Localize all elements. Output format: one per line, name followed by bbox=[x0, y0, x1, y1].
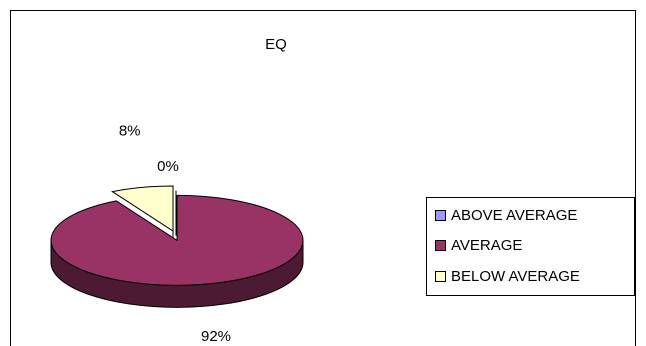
chart-title: EQ bbox=[265, 36, 287, 53]
pie-layer bbox=[50, 185, 304, 308]
legend-swatch-above-average bbox=[435, 209, 446, 221]
chart-frame bbox=[10, 10, 636, 346]
legend-item-average: AVERAGE bbox=[435, 234, 522, 256]
data-labels: 0% 92% 8% bbox=[119, 122, 231, 345]
legend-swatch-average bbox=[435, 239, 446, 251]
legend-item-above-average: ABOVE AVERAGE bbox=[435, 204, 577, 226]
chart-legend: ABOVE AVERAGE AVERAGE BELOW AVERAGE bbox=[426, 197, 635, 296]
legend-swatch-below-average bbox=[435, 270, 446, 282]
data-label-average: 92% bbox=[201, 328, 231, 345]
pie-slice-below-average bbox=[111, 185, 174, 232]
pie-slice-average bbox=[50, 194, 304, 286]
data-label-above-average: 0% bbox=[157, 158, 179, 175]
data-label-below-average: 8% bbox=[119, 122, 141, 139]
legend-label-average: AVERAGE bbox=[451, 236, 523, 254]
legend-label-below-average: BELOW AVERAGE bbox=[451, 267, 580, 285]
legend-label-above-average: ABOVE AVERAGE bbox=[451, 206, 578, 224]
legend-item-below-average: BELOW AVERAGE bbox=[435, 265, 580, 287]
